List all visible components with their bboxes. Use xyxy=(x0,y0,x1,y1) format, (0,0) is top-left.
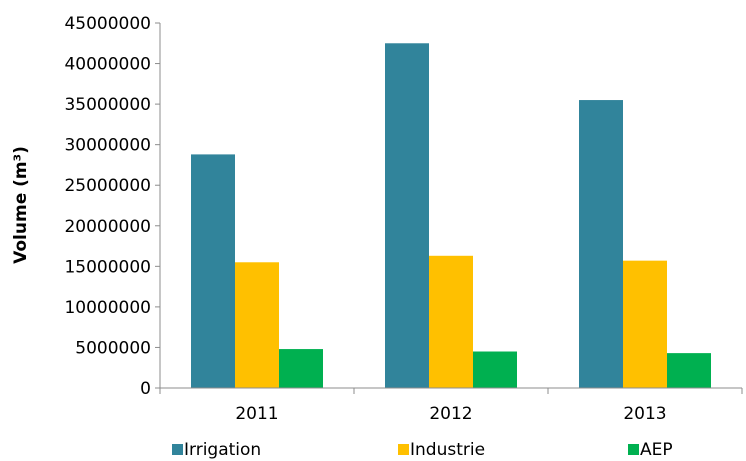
y-axis-ticks: 0 5000000 10000000 15000000 20000000 25000000… xyxy=(64,14,160,399)
legend-swatch-industrie xyxy=(398,444,409,455)
bar-irrigation-2011 xyxy=(191,154,235,388)
y-tick-label: 10000000 xyxy=(64,298,151,318)
y-tick-label: 0 xyxy=(140,379,151,399)
legend-swatch-irrigation xyxy=(172,444,183,455)
x-tick-label: 2012 xyxy=(429,404,472,424)
legend-label-industrie: Industrie xyxy=(410,440,485,460)
y-axis-title: Volume (m³) xyxy=(11,146,31,264)
legend-label-irrigation: Irrigation xyxy=(184,440,261,460)
y-tick-label: 30000000 xyxy=(64,136,151,156)
bars xyxy=(191,43,711,389)
bar-industrie-2012 xyxy=(429,255,473,388)
y-tick-label: 15000000 xyxy=(64,257,151,277)
legend-label-aep: AEP xyxy=(640,440,673,460)
y-tick-label: 5000000 xyxy=(75,338,151,358)
bar-irrigation-2013 xyxy=(579,100,623,389)
x-axis-ticks: 2011 2012 2013 xyxy=(159,388,743,424)
bar-aep-2013 xyxy=(667,353,711,388)
bar-industrie-2013 xyxy=(623,260,667,388)
bar-irrigation-2012 xyxy=(385,43,429,389)
y-tick-label: 25000000 xyxy=(64,176,151,196)
y-tick-label: 45000000 xyxy=(64,14,151,34)
bar-industrie-2011 xyxy=(235,262,279,388)
bar-aep-2011 xyxy=(279,349,323,388)
y-tick-label: 20000000 xyxy=(64,217,151,237)
legend: Irrigation Industrie AEP xyxy=(172,440,673,460)
bar-aep-2012 xyxy=(473,351,517,388)
y-tick-label: 40000000 xyxy=(64,55,151,75)
x-tick-label: 2011 xyxy=(235,404,278,424)
y-tick-label: 35000000 xyxy=(64,95,151,115)
legend-swatch-aep xyxy=(628,444,639,455)
x-tick-label: 2013 xyxy=(623,404,666,424)
